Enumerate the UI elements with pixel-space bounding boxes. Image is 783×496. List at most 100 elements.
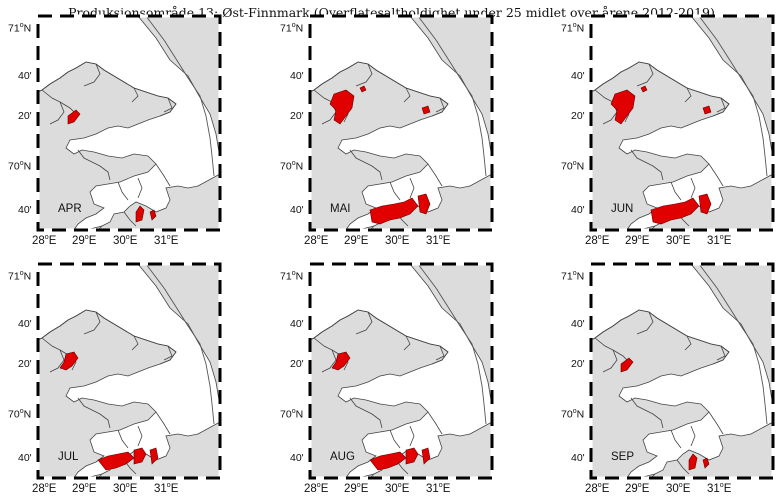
coastline (690, 425, 696, 447)
lat-label-deg: 40' (18, 452, 32, 464)
lon-label-hemisphere: E (442, 234, 451, 247)
lat-label-deg: 20' (571, 358, 585, 370)
coastline (155, 163, 171, 187)
low-salinity-area (620, 357, 634, 373)
low-salinity-area (421, 105, 431, 115)
degree-sign: o (678, 234, 683, 241)
lat-label-deg: 71 (280, 22, 292, 35)
lon-label-deg: 30 (666, 482, 679, 495)
lat-label-deg: 20' (290, 110, 304, 122)
lat-label-deg: 20' (18, 358, 32, 370)
coastline (163, 345, 173, 361)
lon-label: 29oE (72, 234, 96, 247)
coastline (123, 211, 137, 227)
lat-label-hemisphere: N (576, 408, 585, 421)
lon-label-deg: 30 (666, 234, 679, 247)
map-panel-aug: 71oN 40' 20' 70oN 40' 28oE 29oE 30oE 31oE AUG (272, 248, 532, 495)
map-frame (36, 14, 222, 232)
degree-sign: o (125, 482, 130, 489)
lon-label-deg: 30 (113, 482, 126, 495)
coastline (435, 97, 445, 113)
map-svg (36, 14, 222, 232)
coastline (716, 345, 726, 361)
lat-label: 70oN (8, 408, 31, 421)
lat-label-deg: 40' (290, 318, 304, 330)
map-panel-apr: 71oN 40' 20' 70oN 40' 28oE 29oE 30oE 31oE APR (0, 0, 260, 247)
map-frame (36, 262, 222, 480)
coastline (409, 425, 415, 447)
lon-label-hemisphere: E (401, 234, 410, 247)
coastline (594, 337, 618, 373)
degree-sign: o (316, 234, 321, 241)
coastline (37, 61, 177, 117)
lat-label: 71oN (561, 270, 584, 283)
lat-label-deg: 40' (18, 318, 32, 330)
degree-sign: o (84, 482, 89, 489)
lon-label: 31oE (707, 234, 731, 247)
coastline (131, 335, 139, 351)
lon-label-deg: 28 (585, 482, 598, 495)
coastline (435, 345, 445, 361)
degree-sign: o (719, 234, 724, 241)
degree-sign: o (44, 234, 49, 241)
lat-label-deg: 71 (280, 270, 292, 283)
lat-label: 70oN (280, 408, 303, 421)
lon-label: 31oE (426, 234, 450, 247)
coastline (117, 181, 129, 201)
coastline (83, 311, 101, 335)
coastline (427, 163, 443, 187)
lat-label-hemisphere: N (23, 160, 32, 173)
lat-label-hemisphere: N (23, 270, 32, 283)
low-salinity-area (650, 197, 700, 225)
coastline (389, 181, 401, 201)
lat-label: 20' (571, 110, 585, 122)
lon-label: 29oE (625, 234, 649, 247)
map-frame (589, 14, 775, 232)
map-panel-sep: 71oN 40' 20' 70oN 40' 28oE 29oE 30oE 31oE SEP (553, 248, 783, 495)
lon-label-deg: 29 (625, 482, 638, 495)
degree-sign: o (572, 270, 577, 277)
coastline (590, 309, 730, 365)
coastline (389, 429, 401, 449)
month-label: SEP (611, 451, 635, 463)
map-svg (589, 14, 775, 232)
coastline (41, 89, 65, 125)
coastline (670, 429, 682, 449)
lat-label: 20' (18, 110, 32, 122)
low-salinity-area (702, 457, 710, 469)
lat-label: 40' (18, 204, 32, 216)
coastline (137, 177, 143, 199)
coastline (77, 397, 111, 429)
lat-label-deg: 70 (561, 160, 573, 173)
lon-label: 28oE (304, 234, 328, 247)
lat-label-deg: 20' (18, 110, 32, 122)
degree-sign: o (356, 234, 361, 241)
lon-label: 30oE (113, 234, 137, 247)
lon-label-deg: 31 (707, 234, 720, 247)
lon-label-hemisphere: E (48, 234, 57, 247)
lat-label: 20' (571, 358, 585, 370)
lon-label: 31oE (426, 482, 450, 495)
lon-label: 28oE (585, 482, 609, 495)
lon-label-hemisphere: E (170, 482, 179, 495)
low-salinity-area (59, 351, 79, 371)
coastline (117, 429, 129, 449)
map-frame (589, 262, 775, 480)
degree-sign: o (19, 408, 24, 415)
lat-label-hemisphere: N (576, 22, 585, 35)
coastline (684, 87, 692, 103)
coastline (636, 311, 654, 335)
lat-label-hemisphere: N (576, 160, 585, 173)
lat-label: 20' (290, 358, 304, 370)
lat-label-deg: 40' (571, 70, 585, 82)
lon-label-hemisphere: E (601, 482, 610, 495)
coastline (590, 61, 730, 117)
coastline (163, 97, 173, 113)
lon-label-deg: 29 (344, 234, 357, 247)
low-salinity-area (135, 205, 145, 223)
lon-label-hemisphere: E (723, 482, 732, 495)
lat-label: 71oN (8, 22, 31, 35)
shelf-line (417, 263, 487, 425)
lat-label: 40' (571, 204, 585, 216)
lat-label: 40' (18, 70, 32, 82)
